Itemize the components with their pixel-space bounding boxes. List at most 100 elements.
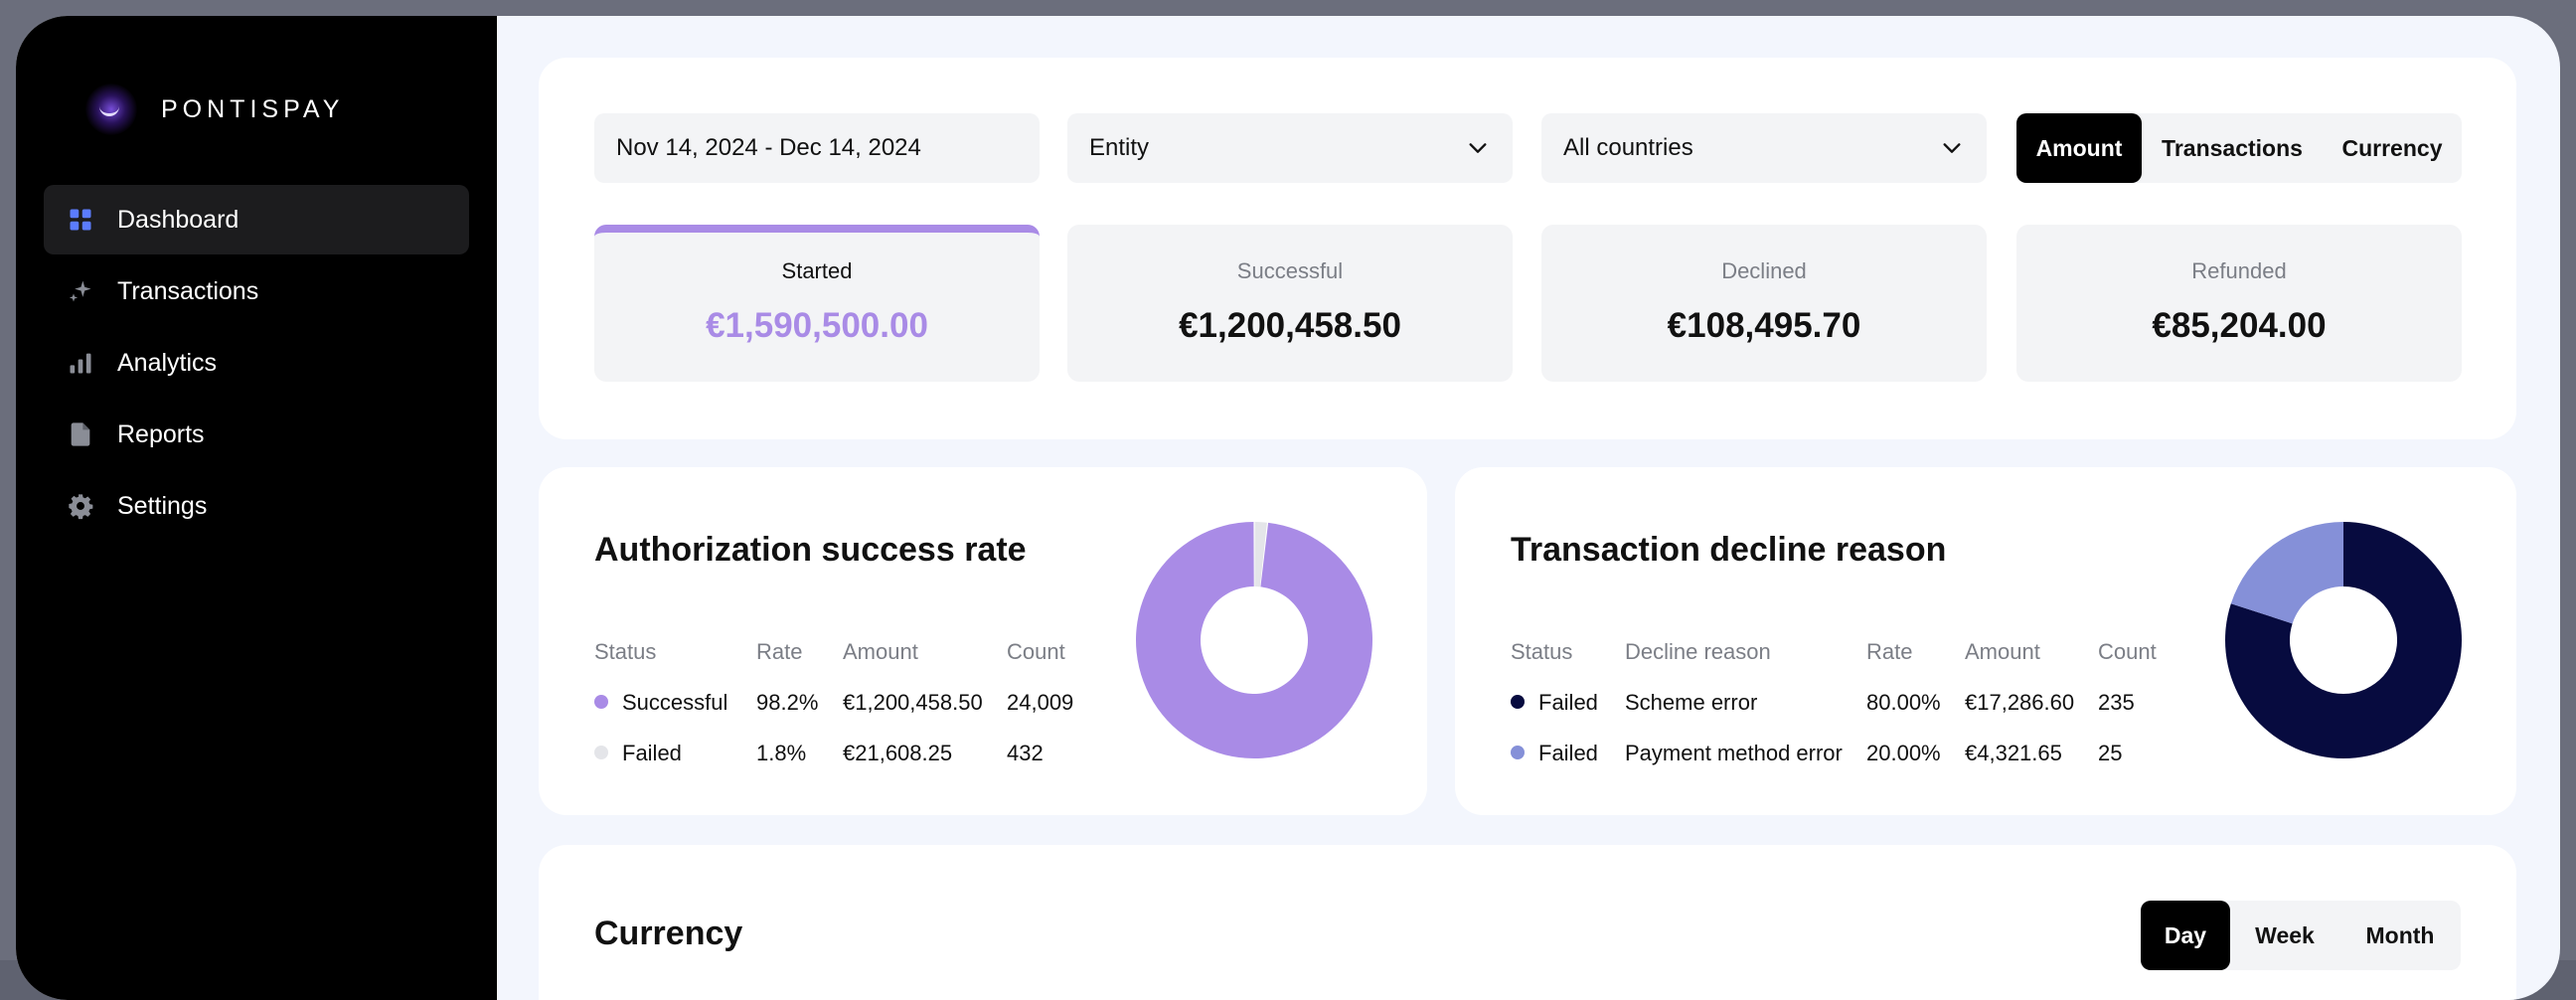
rate-cell: 80.00% xyxy=(1866,689,1941,715)
stat-value: €1,590,500.00 xyxy=(706,306,928,345)
donut-slice-successful xyxy=(1136,522,1372,758)
gear-icon xyxy=(66,491,95,521)
rate-cell: 1.8% xyxy=(756,740,807,765)
sidebar-nav: Dashboard Transactions Analytics xyxy=(44,185,469,543)
app-window: PONTISPAY Dashboard Transactions xyxy=(16,16,2560,1000)
stat-started[interactable]: Started €1,590,500.00 xyxy=(594,225,1040,382)
decline-card: Transaction decline reason Status Declin… xyxy=(1455,467,2516,815)
count-cell: 432 xyxy=(1007,740,1044,765)
sidebar-item-transactions[interactable]: Transactions xyxy=(44,256,469,326)
column-header: Amount xyxy=(1965,638,2040,664)
table-header: Status Rate Amount Count xyxy=(594,626,1073,677)
reason-cell: Payment method error xyxy=(1625,740,1843,765)
rate-cell: 98.2% xyxy=(756,689,819,715)
table-row: Failed Scheme error 80.00% €17,286.60 23… xyxy=(1511,677,2157,728)
date-range-value: Nov 14, 2024 - Dec 14, 2024 xyxy=(616,134,921,161)
column-header: Decline reason xyxy=(1625,638,1771,664)
column-header: Count xyxy=(1007,638,1065,664)
currency-title: Currency xyxy=(594,915,743,952)
bar-chart-icon xyxy=(66,348,95,378)
authorization-title: Authorization success rate xyxy=(594,531,1027,569)
amount-cell: €4,321.65 xyxy=(1965,740,2062,765)
status-cell: Failed xyxy=(1511,690,1625,716)
rate-cell: 20.00% xyxy=(1866,740,1941,765)
donut-slice-failed xyxy=(1254,522,1267,587)
authorization-donut-chart xyxy=(1136,522,1372,758)
column-header: Status xyxy=(594,638,657,664)
currency-card: Currency Day Week Month xyxy=(539,845,2516,1000)
count-cell: 25 xyxy=(2098,740,2123,765)
column-header: Count xyxy=(2098,638,2157,664)
entity-select[interactable]: Entity xyxy=(1067,113,1513,183)
legend-dot xyxy=(1511,745,1525,759)
authorization-card: Authorization success rate Status Rate A… xyxy=(539,467,1427,815)
legend-dot xyxy=(594,745,608,759)
stat-label: Successful xyxy=(1236,258,1344,283)
amount-cell: €17,286.60 xyxy=(1965,689,2075,715)
column-header: Status xyxy=(1511,638,1573,664)
decline-donut-chart xyxy=(2225,522,2462,759)
count-cell: 235 xyxy=(2098,689,2135,715)
authorization-table: Status Rate Amount Count Successful 98.2… xyxy=(594,626,1073,778)
stat-label: Declined xyxy=(1721,258,1807,283)
toggle-month[interactable]: Month xyxy=(2365,921,2435,948)
table-row: Failed Payment method error 20.00% €4,32… xyxy=(1511,728,2157,778)
column-header: Amount xyxy=(843,638,918,664)
sidebar-item-label: Transactions xyxy=(117,276,259,305)
stat-label: Started xyxy=(781,258,853,283)
toggle-amount[interactable]: Amount xyxy=(2016,113,2142,183)
view-toggle: Amount Transactions Currency xyxy=(2016,113,2462,183)
brand-name: PONTISPAY xyxy=(161,94,345,123)
sidebar-item-settings[interactable]: Settings xyxy=(44,471,469,541)
period-toggle: Day Week Month xyxy=(2141,901,2461,970)
legend-dot xyxy=(594,694,608,709)
donut-slice-scheme-error xyxy=(2225,522,2462,759)
toggle-transactions[interactable]: Transactions xyxy=(2162,134,2303,161)
legend-dot xyxy=(1511,694,1525,709)
stat-value: €1,200,458.50 xyxy=(1179,306,1401,345)
sparkle-icon xyxy=(66,276,95,306)
chevron-down-icon xyxy=(1943,143,1961,153)
count-cell: 24,009 xyxy=(1007,689,1074,715)
table-row: Successful 98.2% €1,200,458.50 24,009 xyxy=(594,677,1073,728)
date-range-picker[interactable]: Nov 14, 2024 - Dec 14, 2024 xyxy=(594,113,1040,183)
sidebar-item-label: Dashboard xyxy=(117,205,240,234)
stat-refunded[interactable]: Refunded €85,204.00 xyxy=(2016,225,2462,382)
logo-moon-icon xyxy=(85,83,137,135)
sidebar: PONTISPAY Dashboard Transactions xyxy=(16,16,497,1000)
countries-select[interactable]: All countries xyxy=(1541,113,1987,183)
stat-label: Refunded xyxy=(2191,258,2287,283)
column-header: Rate xyxy=(756,638,803,664)
chevron-down-icon xyxy=(1469,143,1487,153)
toggle-week[interactable]: Week xyxy=(2255,921,2315,948)
toggle-day[interactable]: Day xyxy=(2141,901,2230,970)
brand-logo[interactable]: PONTISPAY xyxy=(85,83,344,135)
status-text: Failed xyxy=(1538,689,1598,715)
sidebar-item-dashboard[interactable]: Dashboard xyxy=(44,185,469,254)
stat-value: €85,204.00 xyxy=(2152,306,2327,345)
amount-cell: €21,608.25 xyxy=(843,740,953,765)
countries-value: All countries xyxy=(1563,134,1693,161)
stat-value: €108,495.70 xyxy=(1667,306,1861,345)
document-icon xyxy=(66,419,95,449)
dashboard-grid-icon xyxy=(66,205,95,235)
stat-declined[interactable]: Declined €108,495.70 xyxy=(1541,225,1987,382)
table-row: Failed 1.8% €21,608.25 432 xyxy=(594,728,1073,778)
sidebar-item-analytics[interactable]: Analytics xyxy=(44,328,469,398)
decline-title: Transaction decline reason xyxy=(1511,531,1947,569)
status-cell: Failed xyxy=(1511,741,1625,766)
status-text: Failed xyxy=(622,740,682,765)
sidebar-item-label: Analytics xyxy=(117,348,218,377)
status-text: Successful xyxy=(622,689,728,715)
donut-slice-payment-method-error xyxy=(2230,522,2343,624)
column-header: Rate xyxy=(1866,638,1913,664)
stat-successful[interactable]: Successful €1,200,458.50 xyxy=(1067,225,1513,382)
sidebar-item-reports[interactable]: Reports xyxy=(44,400,469,469)
table-header: Status Decline reason Rate Amount Count xyxy=(1511,626,2157,677)
sidebar-item-label: Reports xyxy=(117,419,205,448)
toggle-currency[interactable]: Currency xyxy=(2341,134,2443,161)
amount-cell: €1,200,458.50 xyxy=(843,689,983,715)
main-content: Nov 14, 2024 - Dec 14, 2024 Entity All c… xyxy=(497,16,2560,1000)
entity-value: Entity xyxy=(1089,134,1150,161)
